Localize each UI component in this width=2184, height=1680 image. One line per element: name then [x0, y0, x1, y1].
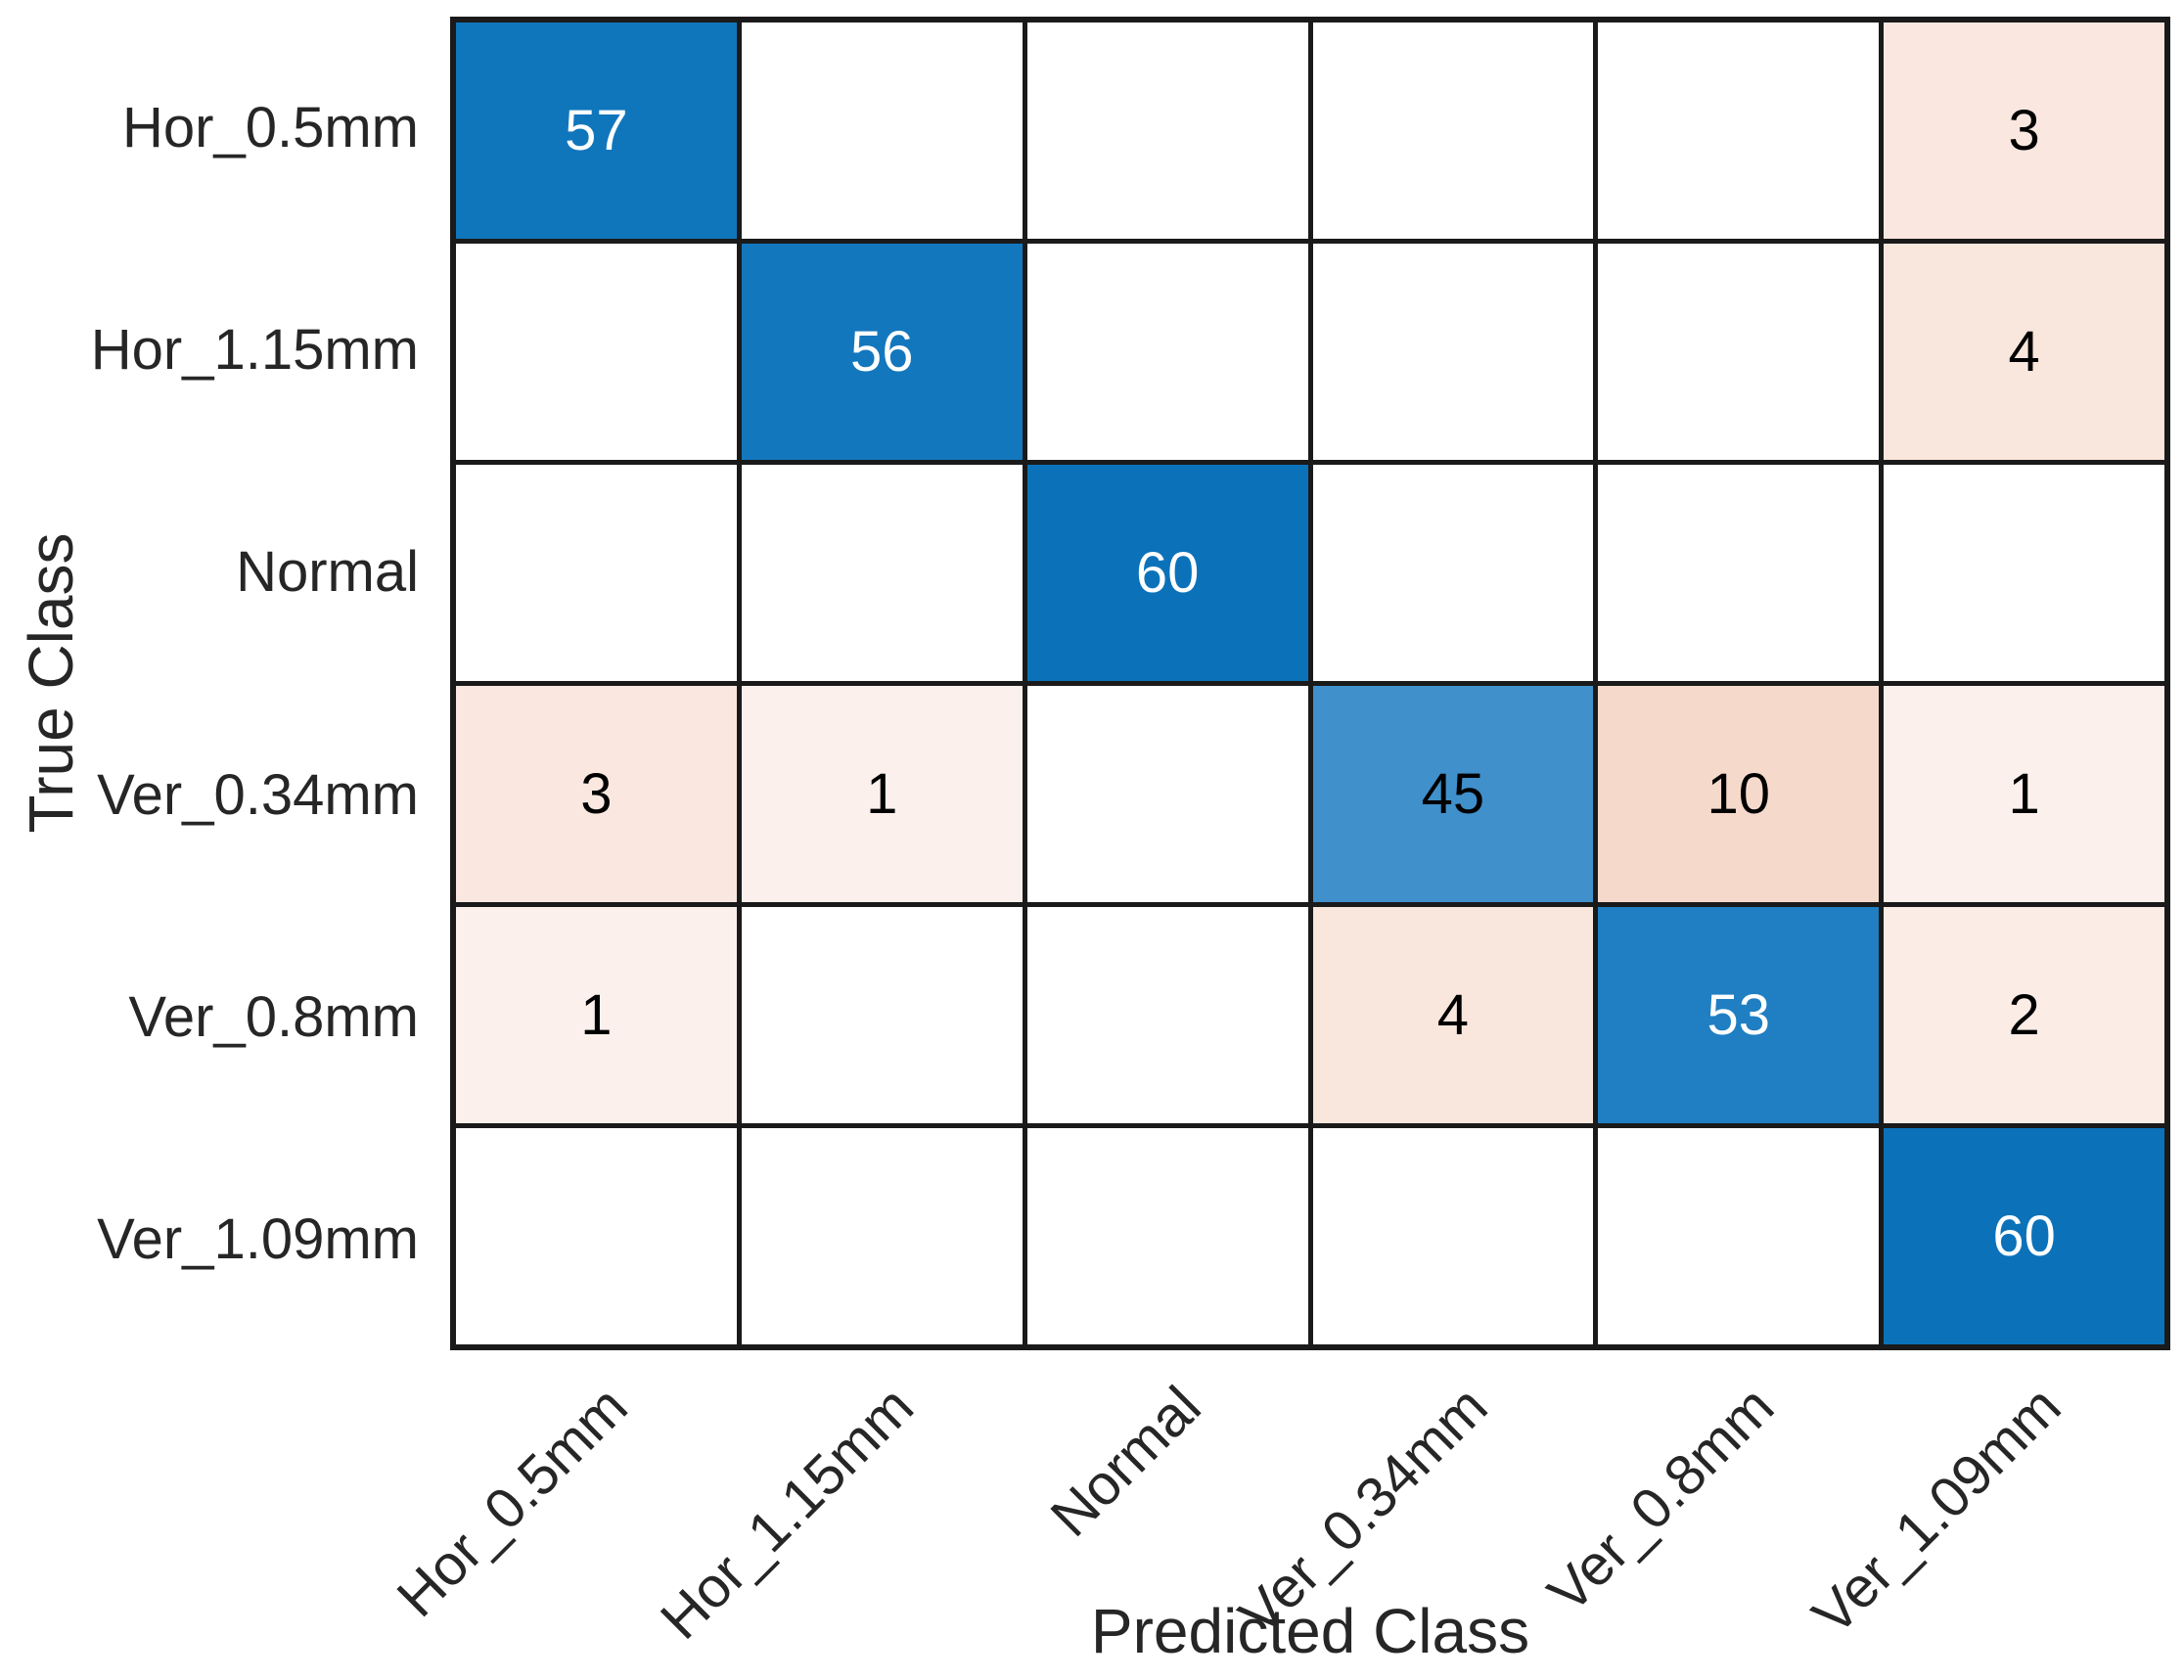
- matrix-cell-Hor_1.15mm-Hor_1.15mm: 56: [741, 244, 1023, 460]
- matrix-cell-Ver_0.34mm-Ver_0.34mm: 45: [1312, 686, 1594, 902]
- matrix-cell-Hor_0.5mm-Hor_1.15mm: [741, 23, 1023, 239]
- matrix-cell-Ver_0.8mm-Ver_1.09mm: 2: [1884, 907, 2164, 1123]
- matrix-cell-Ver_0.34mm-Normal: [1026, 686, 1308, 902]
- matrix-cell-Hor_1.15mm-Hor_0.5mm: [456, 244, 737, 460]
- matrix-cell-Normal-Ver_1.09mm: [1884, 465, 2164, 681]
- matrix-cell-Ver_1.09mm-Ver_1.09mm: 60: [1884, 1128, 2164, 1344]
- x-tick-label-Ver_1.09mm: Ver_1.09mm: [1799, 1374, 2073, 1648]
- x-tick-label-Ver_0.8mm: Ver_0.8mm: [1535, 1374, 1787, 1625]
- matrix-cell-Normal-Hor_1.15mm: [741, 465, 1023, 681]
- matrix-cell-Ver_0.34mm-Ver_1.09mm: 1: [1884, 686, 2164, 902]
- y-tick-label-Ver_1.09mm: Ver_1.09mm: [97, 1206, 419, 1271]
- y-tick-label-Ver_0.8mm: Ver_0.8mm: [128, 984, 419, 1049]
- y-tick-label-Hor_1.15mm: Hor_1.15mm: [90, 318, 419, 383]
- x-tick-label-Normal: Normal: [1038, 1374, 1213, 1549]
- matrix-cell-Normal-Ver_0.34mm: [1312, 465, 1594, 681]
- y-tick-label-Ver_0.34mm: Ver_0.34mm: [97, 762, 419, 827]
- matrix-cell-Ver_0.8mm-Hor_0.5mm: 1: [456, 907, 737, 1123]
- matrix-cell-Hor_1.15mm-Ver_1.09mm: 4: [1884, 244, 2164, 460]
- y-tick-label-Normal: Normal: [236, 540, 419, 605]
- matrix-cell-Ver_0.8mm-Ver_0.8mm: 53: [1598, 907, 1880, 1123]
- x-tick-label-Hor_0.5mm: Hor_0.5mm: [384, 1374, 640, 1629]
- matrix-cell-Normal-Normal: 60: [1026, 465, 1308, 681]
- confusion-matrix-grid: 57 3 56 4 60 3 1 45 10 1 1 4 53 2 60: [450, 17, 2170, 1350]
- matrix-cell-Ver_0.34mm-Hor_1.15mm: 1: [741, 686, 1023, 902]
- matrix-cell-Ver_0.8mm-Hor_1.15mm: [741, 907, 1023, 1123]
- matrix-cell-Ver_1.09mm-Normal: [1026, 1128, 1308, 1344]
- matrix-cell-Hor_0.5mm-Hor_0.5mm: 57: [456, 23, 737, 239]
- matrix-cell-Hor_1.15mm-Ver_0.34mm: [1312, 244, 1594, 460]
- y-tick-label-Hor_0.5mm: Hor_0.5mm: [122, 96, 419, 160]
- matrix-cell-Ver_1.09mm-Hor_1.15mm: [741, 1128, 1023, 1344]
- matrix-cell-Ver_0.8mm-Normal: [1026, 907, 1308, 1123]
- matrix-cell-Hor_0.5mm-Ver_1.09mm: 3: [1884, 23, 2164, 239]
- matrix-cell-Normal-Hor_0.5mm: [456, 465, 737, 681]
- matrix-cell-Ver_1.09mm-Ver_0.8mm: [1598, 1128, 1880, 1344]
- x-axis-title: Predicted Class: [1090, 1596, 1530, 1666]
- matrix-cell-Hor_0.5mm-Normal: [1026, 23, 1308, 239]
- x-tick-label-Hor_1.15mm: Hor_1.15mm: [649, 1374, 927, 1652]
- matrix-cell-Hor_0.5mm-Ver_0.34mm: [1312, 23, 1594, 239]
- matrix-cell-Hor_1.15mm-Normal: [1026, 244, 1308, 460]
- matrix-cell-Ver_0.34mm-Ver_0.8mm: 10: [1598, 686, 1880, 902]
- matrix-cell-Hor_1.15mm-Ver_0.8mm: [1598, 244, 1880, 460]
- matrix-cell-Ver_1.09mm-Hor_0.5mm: [456, 1128, 737, 1344]
- matrix-cell-Normal-Ver_0.8mm: [1598, 465, 1880, 681]
- matrix-cell-Hor_0.5mm-Ver_0.8mm: [1598, 23, 1880, 239]
- matrix-cell-Ver_0.34mm-Hor_0.5mm: 3: [456, 686, 737, 902]
- matrix-cell-Ver_0.8mm-Ver_0.34mm: 4: [1312, 907, 1594, 1123]
- matrix-cell-Ver_1.09mm-Ver_0.34mm: [1312, 1128, 1594, 1344]
